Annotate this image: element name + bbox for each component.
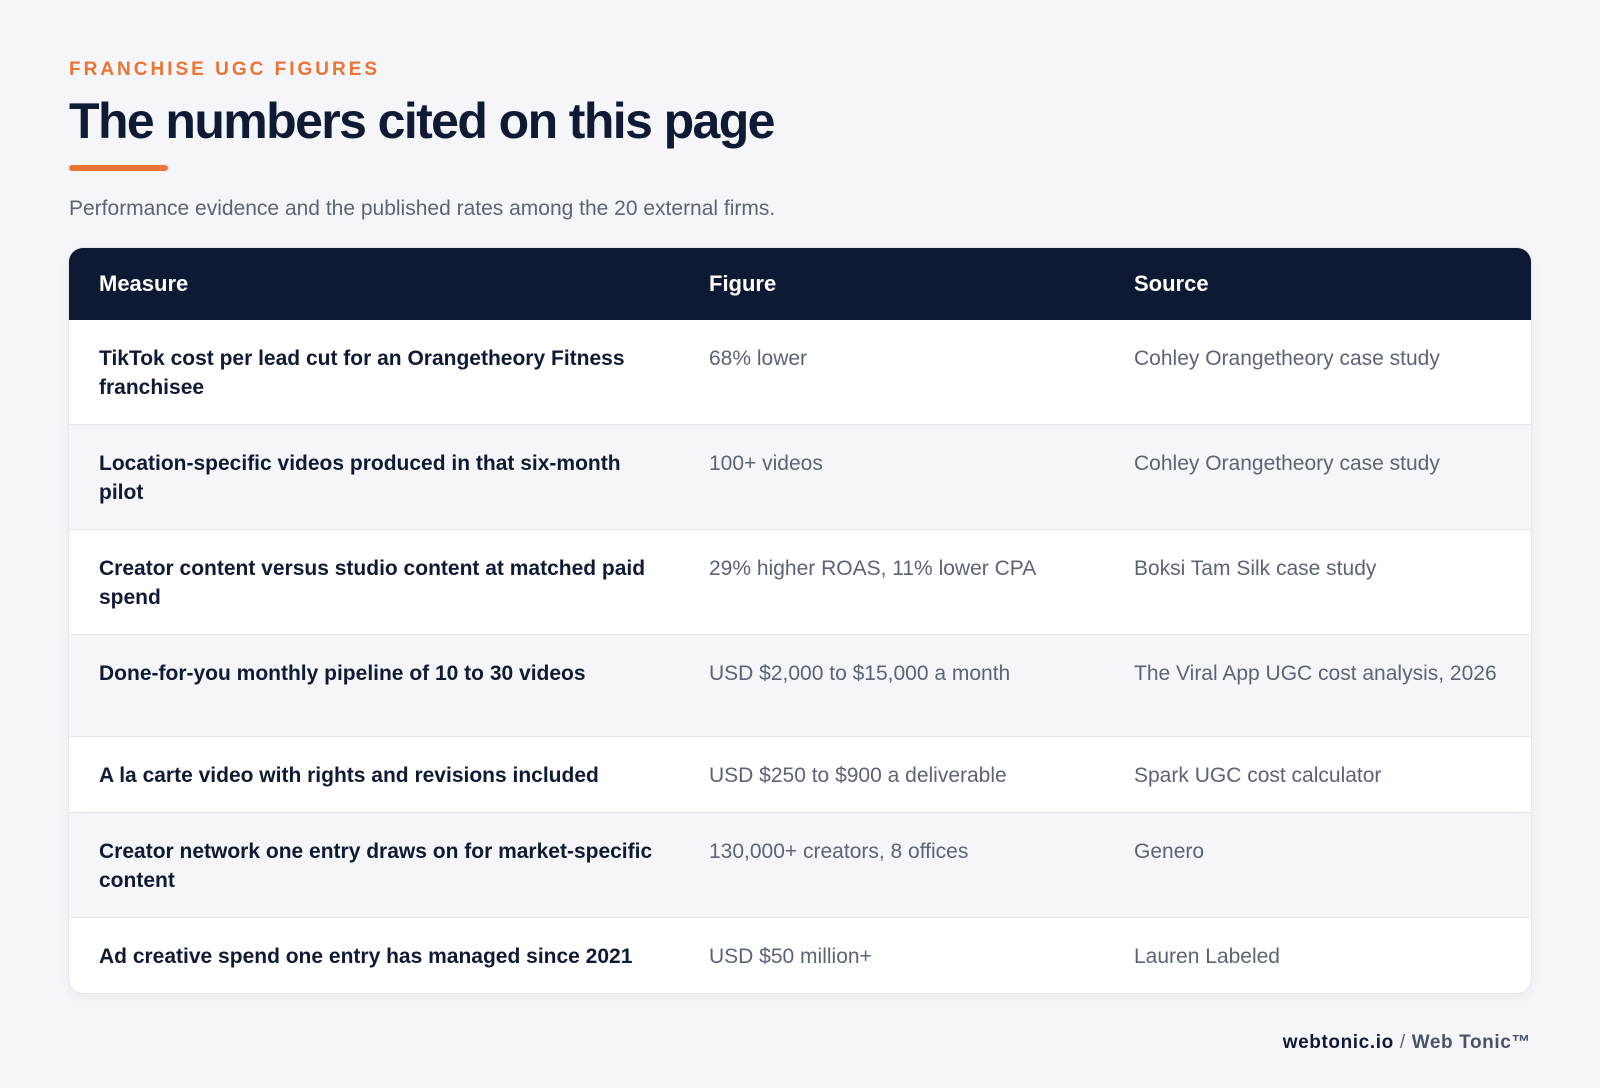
table-row: Creator content versus studio content at… <box>69 529 1531 635</box>
figure-cell: 100+ videos <box>709 452 823 475</box>
table-row: Location-specific videos produced in tha… <box>69 424 1531 530</box>
figure-cell: 130,000+ creators, 8 offices <box>709 840 969 863</box>
table-row: Done-for-you monthly pipeline of 10 to 3… <box>69 634 1531 737</box>
figure-cell: USD $250 to $900 a deliverable <box>709 764 1007 787</box>
measure-cell: Ad creative spend one entry has managed … <box>99 945 633 968</box>
table-header-row: Measure Figure Source <box>69 248 1531 320</box>
measure-cell: Location-specific videos produced in tha… <box>99 452 621 504</box>
measure-cell: TikTok cost per lead cut for an Orangeth… <box>99 347 625 399</box>
measure-cell: Done-for-you monthly pipeline of 10 to 3… <box>99 662 586 685</box>
figures-table-card: Measure Figure Source TikTok cost per le… <box>69 248 1531 993</box>
source-cell: Lauren Labeled <box>1134 945 1280 968</box>
footer-domain-link[interactable]: webtonic.io <box>1282 1032 1394 1053</box>
page-title: The numbers cited on this page <box>69 93 775 149</box>
table-row: A la carte video with rights and revisio… <box>69 736 1531 813</box>
footer-brand: Web Tonic™ <box>1411 1032 1531 1053</box>
source-cell: Boksi Tam Silk case study <box>1134 557 1377 580</box>
measure-cell: Creator content versus studio content at… <box>99 557 646 609</box>
table-row: Creator network one entry draws on for m… <box>69 812 1531 918</box>
figure-cell: USD $50 million+ <box>709 945 872 968</box>
source-cell: Genero <box>1134 840 1205 863</box>
source-cell: Spark UGC cost calculator <box>1134 764 1382 787</box>
table-row: Ad creative spend one entry has managed … <box>69 917 1531 994</box>
measure-cell: Creator network one entry draws on for m… <box>99 840 653 892</box>
footer-separator: / <box>1399 1032 1406 1053</box>
column-header-source: Source <box>1134 271 1209 296</box>
figure-cell: 68% lower <box>709 347 808 370</box>
source-cell: The Viral App UGC cost analysis, 2026 <box>1134 662 1497 685</box>
page-content: FRANCHISE UGC FIGURES The numbers cited … <box>69 57 1531 993</box>
page-subtitle: Performance evidence and the published r… <box>69 197 776 220</box>
footer-credit: webtonic.io / Web Tonic™ <box>1283 1032 1531 1054</box>
figures-table: Measure Figure Source TikTok cost per le… <box>69 248 1531 993</box>
source-cell: Cohley Orangetheory case study <box>1134 452 1440 475</box>
figure-cell: 29% higher ROAS, 11% lower CPA <box>709 557 1037 580</box>
title-accent-rule <box>69 165 168 171</box>
column-header-figure: Figure <box>709 271 777 296</box>
column-header-measure: Measure <box>99 271 189 296</box>
measure-cell: A la carte video with rights and revisio… <box>99 764 599 787</box>
table-row: TikTok cost per lead cut for an Orangeth… <box>69 320 1531 425</box>
eyebrow-label: FRANCHISE UGC FIGURES <box>69 59 381 80</box>
source-cell: Cohley Orangetheory case study <box>1134 347 1440 370</box>
figure-cell: USD $2,000 to $15,000 a month <box>709 662 1011 685</box>
